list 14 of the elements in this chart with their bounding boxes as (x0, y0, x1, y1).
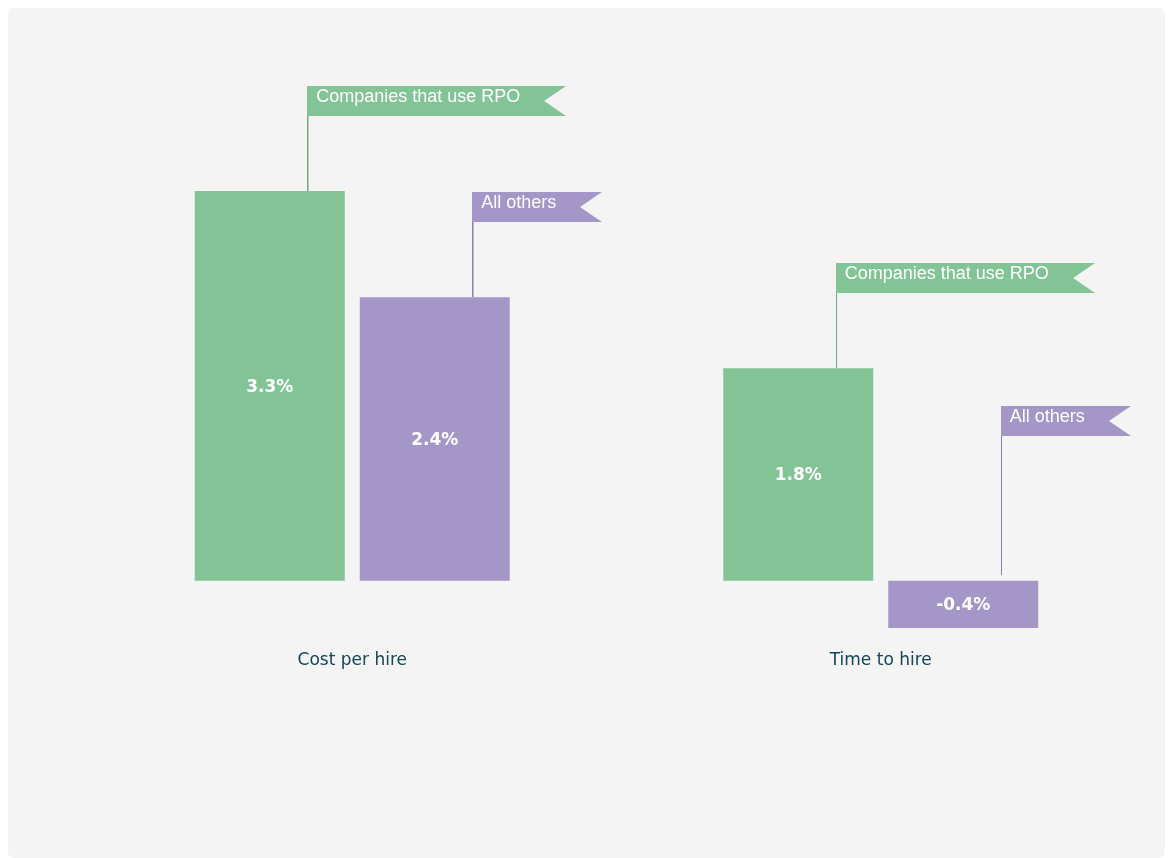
x-tick-label: Time to hire (828, 648, 932, 669)
bar (359, 297, 510, 581)
data-label: -0.4% (936, 594, 991, 615)
data-label: 3.3% (246, 375, 294, 396)
text: Companies that use RPO (316, 86, 521, 107)
text: Companies that use RPO (844, 263, 1049, 284)
bar (723, 368, 874, 581)
bar (194, 191, 345, 581)
text: All others (481, 192, 557, 214)
data-label: 1.8% (774, 464, 822, 485)
data-label: 2.4% (411, 429, 459, 450)
text: All others (1009, 405, 1085, 426)
bar (888, 580, 1039, 628)
x-tick-label: Cost per hire (297, 648, 407, 669)
